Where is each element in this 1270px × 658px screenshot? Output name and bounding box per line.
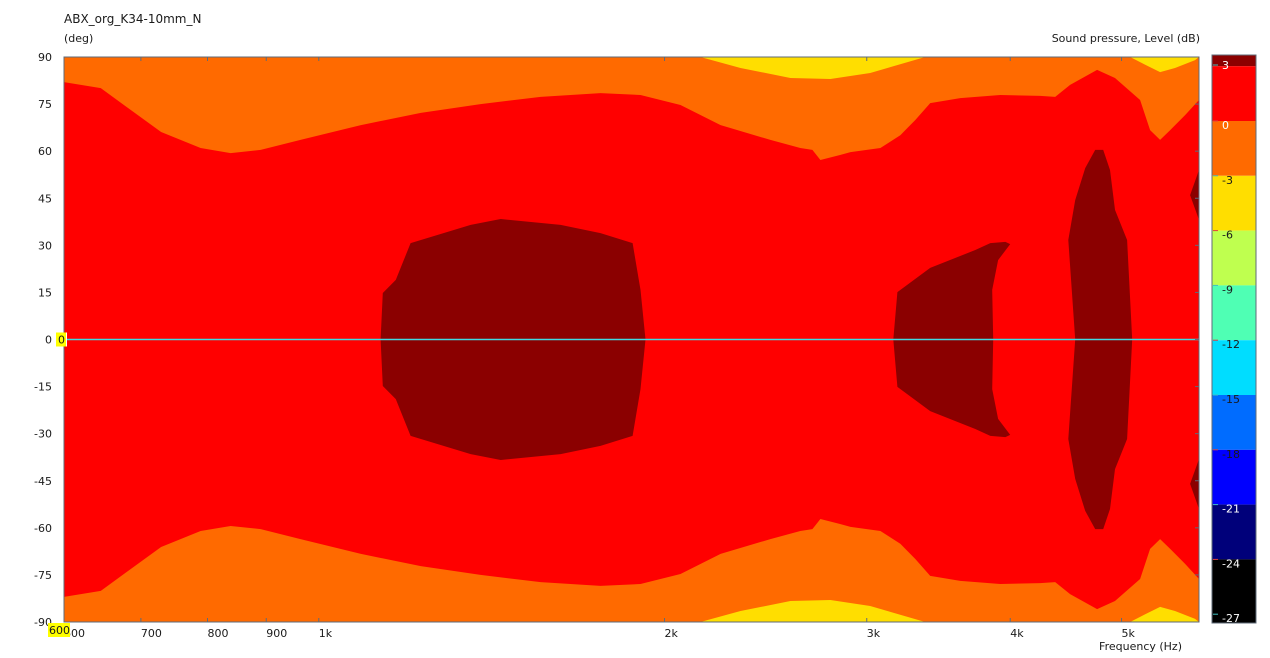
colorbar-label: -15 <box>1222 393 1240 406</box>
colorbar-swatch <box>1212 285 1256 341</box>
cursor-angle-label: 0 <box>58 334 65 347</box>
y-tick-label: -30 <box>34 428 52 441</box>
colorbar-label: 3 <box>1222 59 1229 72</box>
x-tick-label: 4k <box>1010 627 1024 640</box>
contour-edge-bottom <box>1190 459 1199 509</box>
x-tick-label: 1k <box>319 627 333 640</box>
y-tick-label: -15 <box>34 381 52 394</box>
colorbar-swatch <box>1212 55 1256 67</box>
contour-blob-top <box>1130 57 1199 73</box>
y-tick-label: 90 <box>38 51 52 64</box>
colorbar-frame <box>1211 54 1257 624</box>
colorbar-label: -6 <box>1222 229 1233 242</box>
y-tick-label: 75 <box>38 98 52 111</box>
colorbar-label: -18 <box>1222 448 1240 461</box>
x-tick-label: 700 <box>141 627 162 640</box>
y-tick-label: -60 <box>34 522 52 535</box>
x-tick-label: 2k <box>665 627 679 640</box>
colorbar-swatch <box>1212 449 1256 505</box>
contour-edge-top <box>1190 170 1199 220</box>
y-tick-label: 0 <box>45 334 52 347</box>
x-tick-label: 800 <box>207 627 228 640</box>
colorbar-label: Sound pressure, Level (dB) <box>1051 32 1200 45</box>
colorbar-swatch <box>1212 504 1256 560</box>
colorbar-label: -21 <box>1222 503 1240 516</box>
contour-blob-bottom <box>1130 606 1199 622</box>
colorbar-label: -9 <box>1222 283 1233 296</box>
colorbar-swatch <box>1212 121 1256 176</box>
colorbar-label: -3 <box>1222 174 1233 187</box>
colorbar-swatch <box>1212 66 1256 121</box>
colorbar-label: 0 <box>1222 119 1229 132</box>
x-axis-label: Frequency (Hz) <box>1099 640 1182 653</box>
colorbar-label: -27 <box>1222 612 1240 625</box>
colorbar-label: -12 <box>1222 338 1240 351</box>
colorbar-swatch <box>1212 559 1256 623</box>
colorbar-swatch <box>1212 395 1256 450</box>
colorbar-swatch <box>1212 340 1256 395</box>
y-tick-label: 15 <box>38 286 52 299</box>
y-tick-label: -45 <box>34 475 52 488</box>
contour-blob-bottom <box>700 600 926 622</box>
cursor-angle-highlight <box>56 332 66 347</box>
chart-title: ABX_org_K34-10mm_N <box>64 12 202 26</box>
y-tick-label: -90 <box>34 616 52 629</box>
cursor-freq-highlight <box>48 623 70 637</box>
y-tick-label: 60 <box>38 145 52 158</box>
x-tick-label: 5k <box>1122 627 1136 640</box>
colorbar-label: -24 <box>1222 557 1240 570</box>
contour-blob-top <box>700 57 926 79</box>
x-tick-label: 900 <box>266 627 287 640</box>
y-tick-label: 45 <box>38 192 52 205</box>
y-tick-label: -75 <box>34 569 52 582</box>
cursor-freq-label: 600 <box>49 624 70 637</box>
y-tick-label: 30 <box>38 239 52 252</box>
colorbar-swatch <box>1212 175 1256 231</box>
y-axis-unit: (deg) <box>64 32 94 45</box>
colorbar-swatch <box>1212 230 1256 286</box>
x-tick-label: 3k <box>867 627 881 640</box>
